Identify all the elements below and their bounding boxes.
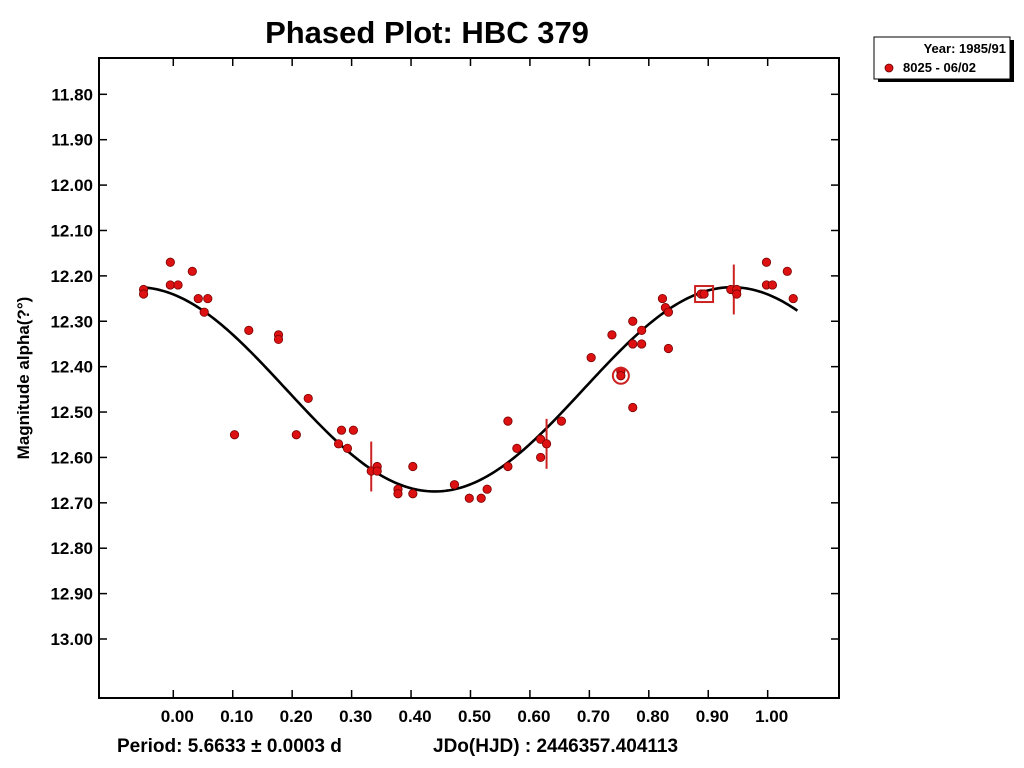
data-point [663, 343, 674, 354]
data-point [782, 266, 792, 276]
data-point [482, 484, 492, 494]
data-point [637, 339, 647, 349]
x-axis: 0.00 0.10 0.20 0.30 0.40 0.50 0.60 0.70 0.80 0.90… [161, 58, 788, 726]
y-tick-label: 13.00 [50, 630, 93, 649]
data-point [173, 280, 183, 290]
chart-title: Phased Plot: HBC 379 [265, 15, 589, 50]
data-point [586, 352, 596, 363]
y-tick-label: 12.80 [50, 539, 93, 558]
y-tick-label: 12.50 [50, 403, 93, 422]
x-tick-label: 1.00 [755, 707, 788, 726]
data-point [333, 439, 344, 449]
data-point [199, 307, 209, 317]
y-tick-label: 12.60 [50, 448, 93, 467]
data-point [273, 334, 284, 345]
x-tick-label: 0.70 [577, 707, 610, 726]
fit-curve [140, 285, 799, 493]
y-tick-label: 12.00 [50, 176, 93, 195]
data-point [788, 293, 798, 304]
data-point [503, 416, 513, 426]
x-tick-label: 0.40 [399, 707, 432, 726]
y-tick-label: 12.30 [50, 312, 93, 331]
data-point [616, 371, 626, 381]
y-tick-label: 12.20 [50, 267, 93, 286]
data-point [503, 461, 513, 472]
legend-title: Year: 1985/91 [924, 41, 1006, 56]
data-point [165, 257, 175, 267]
data-point [348, 425, 358, 435]
data-point [187, 266, 197, 276]
x-tick-label: 0.90 [696, 707, 729, 726]
data-point [291, 430, 301, 440]
legend-series-label: 8025 - 06/02 [903, 60, 976, 75]
data-point [193, 293, 203, 304]
data-point [536, 452, 546, 463]
data-point [408, 461, 418, 472]
data-point [628, 339, 638, 349]
x-tick-label: 0.20 [280, 707, 313, 726]
legend: Year: 1985/91 8025 - 06/02 [873, 36, 1014, 82]
data-point [303, 393, 313, 404]
data-point [165, 280, 175, 290]
data-point [512, 443, 522, 453]
x-tick-label: 0.80 [636, 707, 669, 726]
square-marker [694, 285, 715, 304]
data-point [464, 493, 474, 503]
data-point [476, 493, 486, 503]
y-tick-label: 11.80 [51, 85, 93, 104]
plot-area [98, 57, 840, 699]
y-tick-label: 12.70 [50, 494, 93, 513]
data-point [336, 425, 347, 435]
y-tick-label: 12.40 [50, 358, 93, 377]
jdo-label: JDo(HJD) : 2446357.404113 [433, 736, 678, 757]
data-point [372, 466, 382, 476]
period-label: Period: 5.6633 ± 0.0003 d [117, 736, 342, 757]
legend-marker [884, 63, 894, 73]
x-tick-label: 0.30 [339, 707, 372, 726]
data-point [203, 293, 213, 304]
special-markers [611, 285, 715, 385]
data-point [637, 325, 647, 335]
data-point [244, 325, 254, 335]
data-point [449, 480, 460, 490]
data-point [138, 289, 149, 299]
data-point [628, 402, 638, 413]
x-tick-label: 0.60 [517, 707, 550, 726]
data-point [761, 257, 772, 267]
data-point [342, 443, 353, 453]
data-point [699, 289, 709, 299]
y-tick-label: 11.90 [51, 131, 93, 150]
y-tick-label: 12.90 [50, 585, 93, 604]
y-axis: 11.80 11.90 12.00 12.10 12.20 12.30 12.40 12.50… [50, 85, 839, 649]
x-tick-label: 0.50 [458, 707, 491, 726]
data-point [663, 307, 674, 317]
data-point [607, 330, 617, 340]
data-point [541, 439, 552, 449]
data-point [767, 280, 778, 290]
x-tick-label: 0.10 [220, 707, 253, 726]
data-point [556, 416, 567, 426]
y-tick-label: 12.10 [50, 221, 93, 240]
data-point [229, 430, 240, 440]
y-axis-label: Magnitude alpha(?°) [14, 297, 33, 460]
data-point [657, 293, 668, 304]
data-point [393, 489, 403, 499]
data-points [138, 257, 798, 503]
data-point [408, 489, 418, 499]
x-tick-label: 0.00 [161, 707, 194, 726]
data-point [732, 289, 742, 299]
circle-marker [611, 366, 630, 385]
data-point [628, 316, 638, 326]
